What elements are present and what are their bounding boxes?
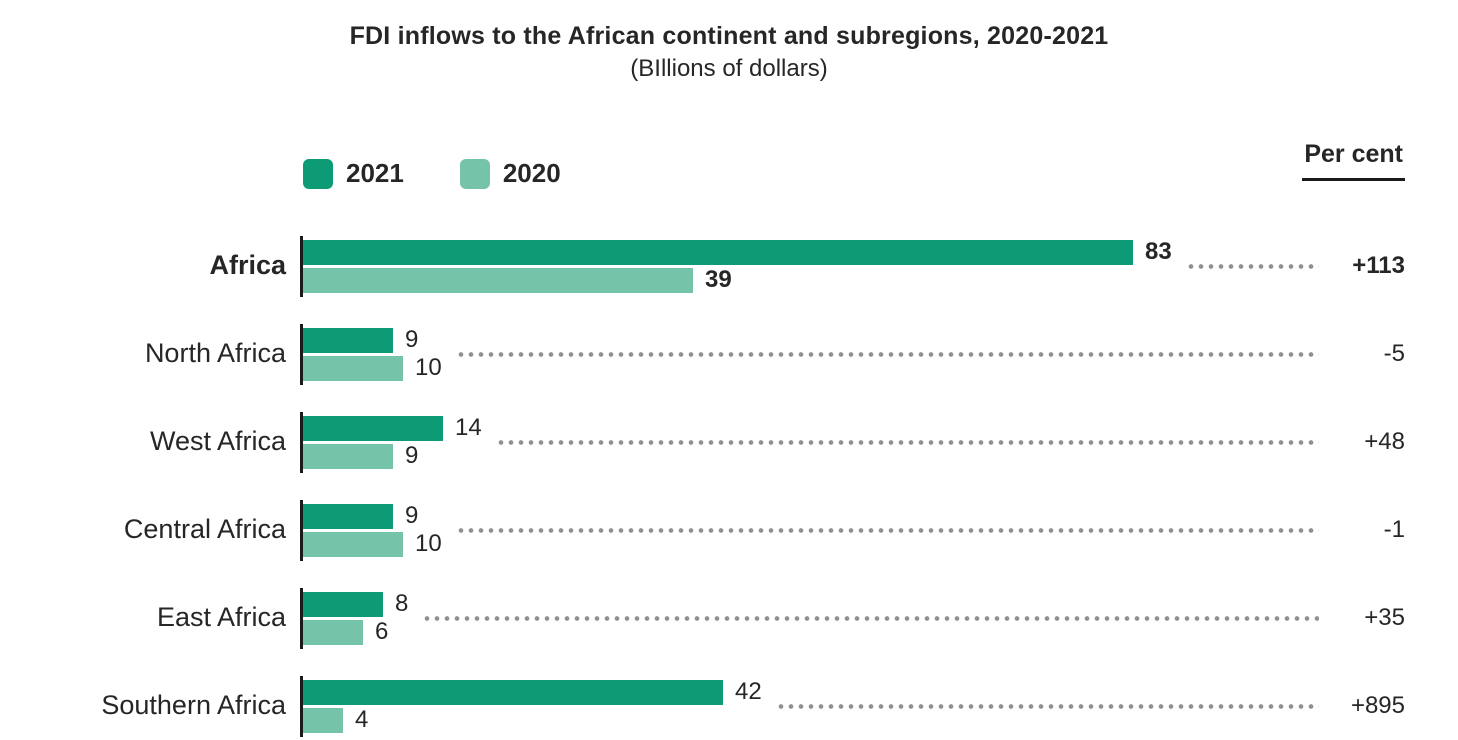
chart-row: East Africa 8 6 +35 — [0, 574, 1405, 662]
bar-line-2021: 14 — [303, 414, 482, 441]
chart-row: Central Africa 9 10 -1 — [0, 486, 1405, 574]
row-label: West Africa — [149, 426, 286, 457]
bar-group: 83 39 — [300, 235, 1172, 297]
dotted-leader — [455, 527, 1319, 533]
bar-line-2021: 42 — [303, 678, 762, 705]
row-label: Southern Africa — [101, 690, 286, 721]
bar-line-2021: 8 — [303, 590, 409, 617]
bar-line-2021: 9 — [303, 326, 442, 353]
percent-change-value: +895 — [1350, 692, 1405, 719]
percent-change-value: -1 — [1383, 516, 1405, 543]
bar-2020 — [303, 355, 403, 381]
bar-value-2021: 14 — [455, 414, 482, 441]
bar-group: 9 10 — [300, 499, 442, 561]
bar-value-2020: 10 — [415, 354, 442, 381]
row-label: Central Africa — [123, 514, 286, 545]
chart-subtitle: (BIllions of dollars) — [630, 54, 828, 82]
row-label: North Africa — [144, 338, 286, 369]
bar-2021 — [303, 503, 393, 529]
percent-change-value: +35 — [1364, 604, 1405, 631]
bar-2021 — [303, 327, 393, 353]
bar-line-2021: 83 — [303, 238, 1172, 265]
bar-group: 14 9 — [300, 411, 482, 473]
chart-row: Africa 83 39 +113 — [0, 222, 1405, 310]
chart-row: North Africa 9 10 -5 — [0, 310, 1405, 398]
header-band: 2021 2020 Per cent — [303, 138, 1405, 189]
legend-label-2021: 2021 — [346, 158, 404, 188]
bar-2020 — [303, 531, 403, 557]
bar-line-2020: 39 — [303, 266, 1172, 293]
chart-rows: Africa 83 39 +113 North Africa 9 10 -5 West Afri… — [0, 222, 1405, 740]
bar-2021 — [303, 239, 1133, 265]
bar-group: 42 4 — [300, 675, 762, 737]
percent-change-value: -5 — [1383, 340, 1405, 367]
legend-swatch-2021-icon — [303, 158, 333, 189]
dotted-leader — [775, 703, 1319, 709]
percent-column-header: Per cent — [1302, 138, 1405, 181]
bar-value-2020: 9 — [405, 442, 419, 469]
bar-value-2020: 4 — [355, 706, 369, 733]
dotted-leader — [455, 351, 1319, 357]
bar-line-2020: 10 — [303, 530, 442, 557]
bar-line-2020: 9 — [303, 442, 482, 469]
bar-value-2021: 83 — [1145, 238, 1172, 265]
bar-value-2020: 6 — [375, 618, 389, 645]
bar-value-2021: 8 — [395, 590, 409, 617]
bar-group: 9 10 — [300, 323, 442, 385]
row-label: East Africa — [156, 602, 286, 633]
bar-value-2021: 42 — [735, 678, 762, 705]
legend-item-2021: 2021 — [303, 158, 404, 189]
title-block: FDI inflows to the African continent and… — [0, 20, 1458, 85]
bar-value-2021: 9 — [405, 326, 419, 353]
bar-2021 — [303, 591, 383, 617]
bar-2021 — [303, 415, 443, 441]
row-label: Africa — [209, 250, 286, 281]
bar-value-2020: 39 — [705, 266, 732, 293]
percent-change-value: +113 — [1352, 252, 1405, 279]
bar-line-2020: 6 — [303, 618, 408, 645]
dotted-leader — [1185, 263, 1319, 269]
chart-row: West Africa 14 9 +48 — [0, 398, 1405, 486]
legend-swatch-2020-icon — [459, 158, 490, 189]
dotted-leader — [422, 615, 1319, 621]
bar-line-2020: 10 — [303, 354, 442, 381]
legend-label-2020: 2020 — [502, 158, 561, 188]
bar-2020 — [303, 443, 393, 469]
dotted-leader — [495, 439, 1319, 445]
bar-2021 — [303, 679, 723, 705]
legend-item-2020: 2020 — [459, 158, 561, 189]
legend: 2021 2020 — [303, 158, 561, 189]
chart-row: Southern Africa 42 4 +895 — [0, 662, 1405, 740]
bar-2020 — [303, 619, 363, 645]
bar-2020 — [303, 267, 693, 293]
percent-change-value: +48 — [1364, 428, 1405, 455]
bar-value-2021: 9 — [405, 502, 419, 529]
chart-title: FDI inflows to the African continent and… — [349, 22, 1109, 50]
bar-2020 — [303, 707, 343, 733]
bar-line-2021: 9 — [303, 502, 442, 529]
bar-value-2020: 10 — [415, 530, 442, 557]
bar-line-2020: 4 — [303, 706, 762, 733]
